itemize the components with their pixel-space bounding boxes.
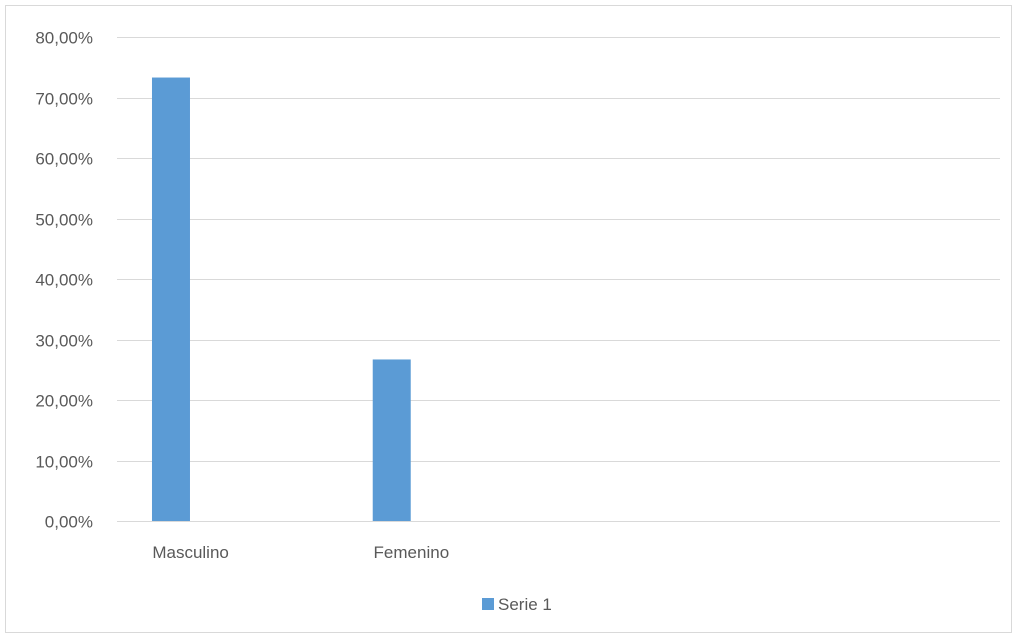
y-tick-label: 0,00% bbox=[45, 513, 93, 532]
y-tick-label: 70,00% bbox=[35, 90, 93, 109]
x-category-label: Masculino bbox=[152, 543, 229, 562]
bar-femenino bbox=[372, 359, 411, 521]
y-tick-label: 40,00% bbox=[35, 271, 93, 290]
x-axis-category-labels: Masculino Femenino bbox=[152, 543, 449, 562]
y-tick-label: 30,00% bbox=[35, 332, 93, 351]
y-axis-tick-labels: 0,00% 10,00% 20,00% 30,00% 40,00% 50,00% 60,00… bbox=[35, 29, 93, 532]
legend: Serie 1 bbox=[482, 595, 552, 614]
legend-swatch-serie-1 bbox=[482, 598, 494, 610]
x-category-label: Femenino bbox=[374, 543, 450, 562]
bars bbox=[151, 77, 411, 521]
y-tick-label: 50,00% bbox=[35, 211, 93, 230]
bar-masculino bbox=[151, 77, 190, 521]
gridlines bbox=[117, 37, 1000, 522]
y-tick-label: 80,00% bbox=[35, 29, 93, 48]
y-tick-label: 60,00% bbox=[35, 150, 93, 169]
legend-label-serie-1: Serie 1 bbox=[498, 595, 552, 614]
y-tick-label: 20,00% bbox=[35, 392, 93, 411]
y-tick-label: 10,00% bbox=[35, 453, 93, 472]
